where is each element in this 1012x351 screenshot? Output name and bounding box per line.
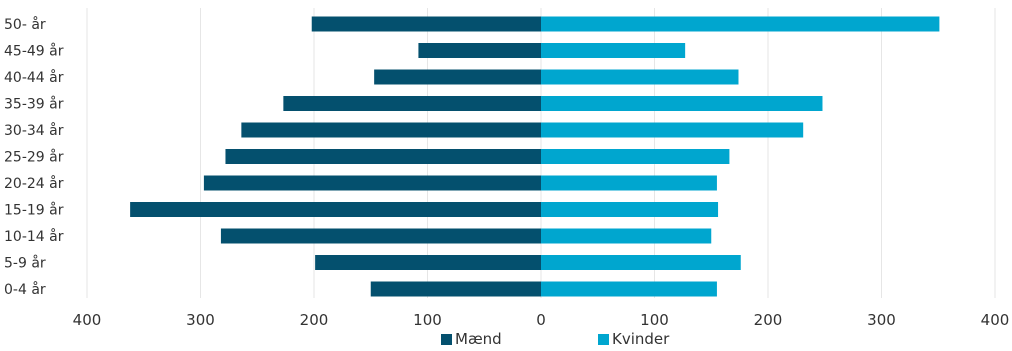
bar-maend[interactable] (374, 69, 541, 85)
category-label: 10-14 år (4, 228, 64, 245)
bar-kvinder[interactable] (541, 255, 741, 270)
legend-item-kvinder[interactable]: Kvinder (598, 330, 669, 348)
bar-maend[interactable] (241, 122, 542, 138)
bar-kvinder[interactable] (541, 228, 712, 244)
bar-kvinder[interactable] (541, 96, 823, 111)
category-label: 20-24 år (4, 175, 64, 192)
bar-kvinder[interactable] (541, 175, 717, 191)
legend-label-kvinder: Kvinder (612, 330, 670, 348)
bar-kvinder[interactable] (541, 281, 717, 297)
category-label: 40-44 år (4, 69, 64, 86)
x-tick-label: 200 (754, 311, 783, 329)
category-label: 35-39 år (4, 96, 64, 113)
x-tick-label: 400 (981, 311, 1010, 329)
legend: Mænd Kvinder (0, 330, 1012, 351)
category-label: 15-19 år (4, 202, 64, 219)
bar-maend[interactable] (311, 16, 541, 32)
bar-kvinder[interactable] (541, 122, 804, 138)
bar-maend[interactable] (418, 43, 541, 58)
bar-kvinder[interactable] (541, 43, 686, 58)
x-tick-label: 100 (413, 311, 442, 329)
bar-maend[interactable] (220, 228, 541, 244)
legend-swatch-maend (441, 333, 452, 345)
bar-maend[interactable] (203, 175, 541, 191)
category-labels: 50- år 45-49 år 40-44 år 35-39 år 30-34 år 25… (4, 16, 64, 298)
population-pyramid-chart: 50- år 45-49 år 40-44 år 35-39 år 30-34 år 25… (4, 8, 1010, 329)
bar-kvinder[interactable] (541, 202, 719, 217)
x-tick-labels: 400 300 200 100 0 100 200 300 400 (73, 311, 1010, 329)
bar-maend[interactable] (283, 96, 541, 111)
x-tick-label: 400 (73, 311, 102, 329)
category-label: 50- år (4, 16, 46, 33)
x-tick-label: 300 (186, 311, 215, 329)
category-label: 0-4 år (4, 281, 46, 298)
bar-kvinder[interactable] (541, 149, 730, 164)
bar-maend[interactable] (130, 202, 541, 217)
category-label: 25-29 år (4, 149, 64, 166)
bar-kvinder[interactable] (541, 69, 739, 85)
x-tick-label: 300 (867, 311, 896, 329)
x-tick-label: 100 (640, 311, 669, 329)
legend-item-maend[interactable]: Mænd (441, 330, 502, 348)
bar-maend[interactable] (315, 255, 541, 270)
category-label: 30-34 år (4, 122, 64, 139)
legend-swatch-kvinder (598, 333, 609, 345)
category-label: 5-9 år (4, 255, 46, 272)
bars (130, 16, 940, 297)
x-tick-label: 0 (536, 311, 546, 329)
bar-maend[interactable] (370, 281, 541, 297)
legend-label-maend: Mænd (455, 330, 502, 348)
x-tick-label: 200 (300, 311, 329, 329)
bar-maend[interactable] (225, 149, 541, 164)
category-label: 45-49 år (4, 43, 64, 60)
bar-kvinder[interactable] (541, 16, 940, 32)
